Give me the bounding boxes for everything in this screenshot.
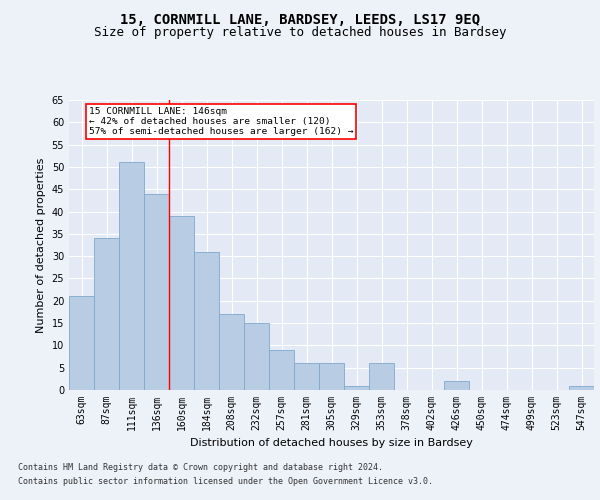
Bar <box>219 314 244 390</box>
Bar <box>344 386 369 390</box>
Text: Contains public sector information licensed under the Open Government Licence v3: Contains public sector information licen… <box>18 478 433 486</box>
Bar <box>444 381 469 390</box>
Text: 15, CORNMILL LANE, BARDSEY, LEEDS, LS17 9EQ: 15, CORNMILL LANE, BARDSEY, LEEDS, LS17 … <box>120 12 480 26</box>
Text: Size of property relative to detached houses in Bardsey: Size of property relative to detached ho… <box>94 26 506 39</box>
Bar <box>169 216 194 390</box>
Bar <box>244 323 269 390</box>
Bar <box>269 350 294 390</box>
Bar <box>144 194 169 390</box>
Bar <box>69 296 94 390</box>
Bar <box>119 162 144 390</box>
X-axis label: Distribution of detached houses by size in Bardsey: Distribution of detached houses by size … <box>190 438 473 448</box>
Bar <box>194 252 219 390</box>
Bar <box>319 363 344 390</box>
Bar <box>294 363 319 390</box>
Text: 15 CORNMILL LANE: 146sqm
← 42% of detached houses are smaller (120)
57% of semi-: 15 CORNMILL LANE: 146sqm ← 42% of detach… <box>89 106 353 136</box>
Bar <box>369 363 394 390</box>
Bar <box>94 238 119 390</box>
Text: Contains HM Land Registry data © Crown copyright and database right 2024.: Contains HM Land Registry data © Crown c… <box>18 462 383 471</box>
Bar <box>569 386 594 390</box>
Y-axis label: Number of detached properties: Number of detached properties <box>36 158 46 332</box>
